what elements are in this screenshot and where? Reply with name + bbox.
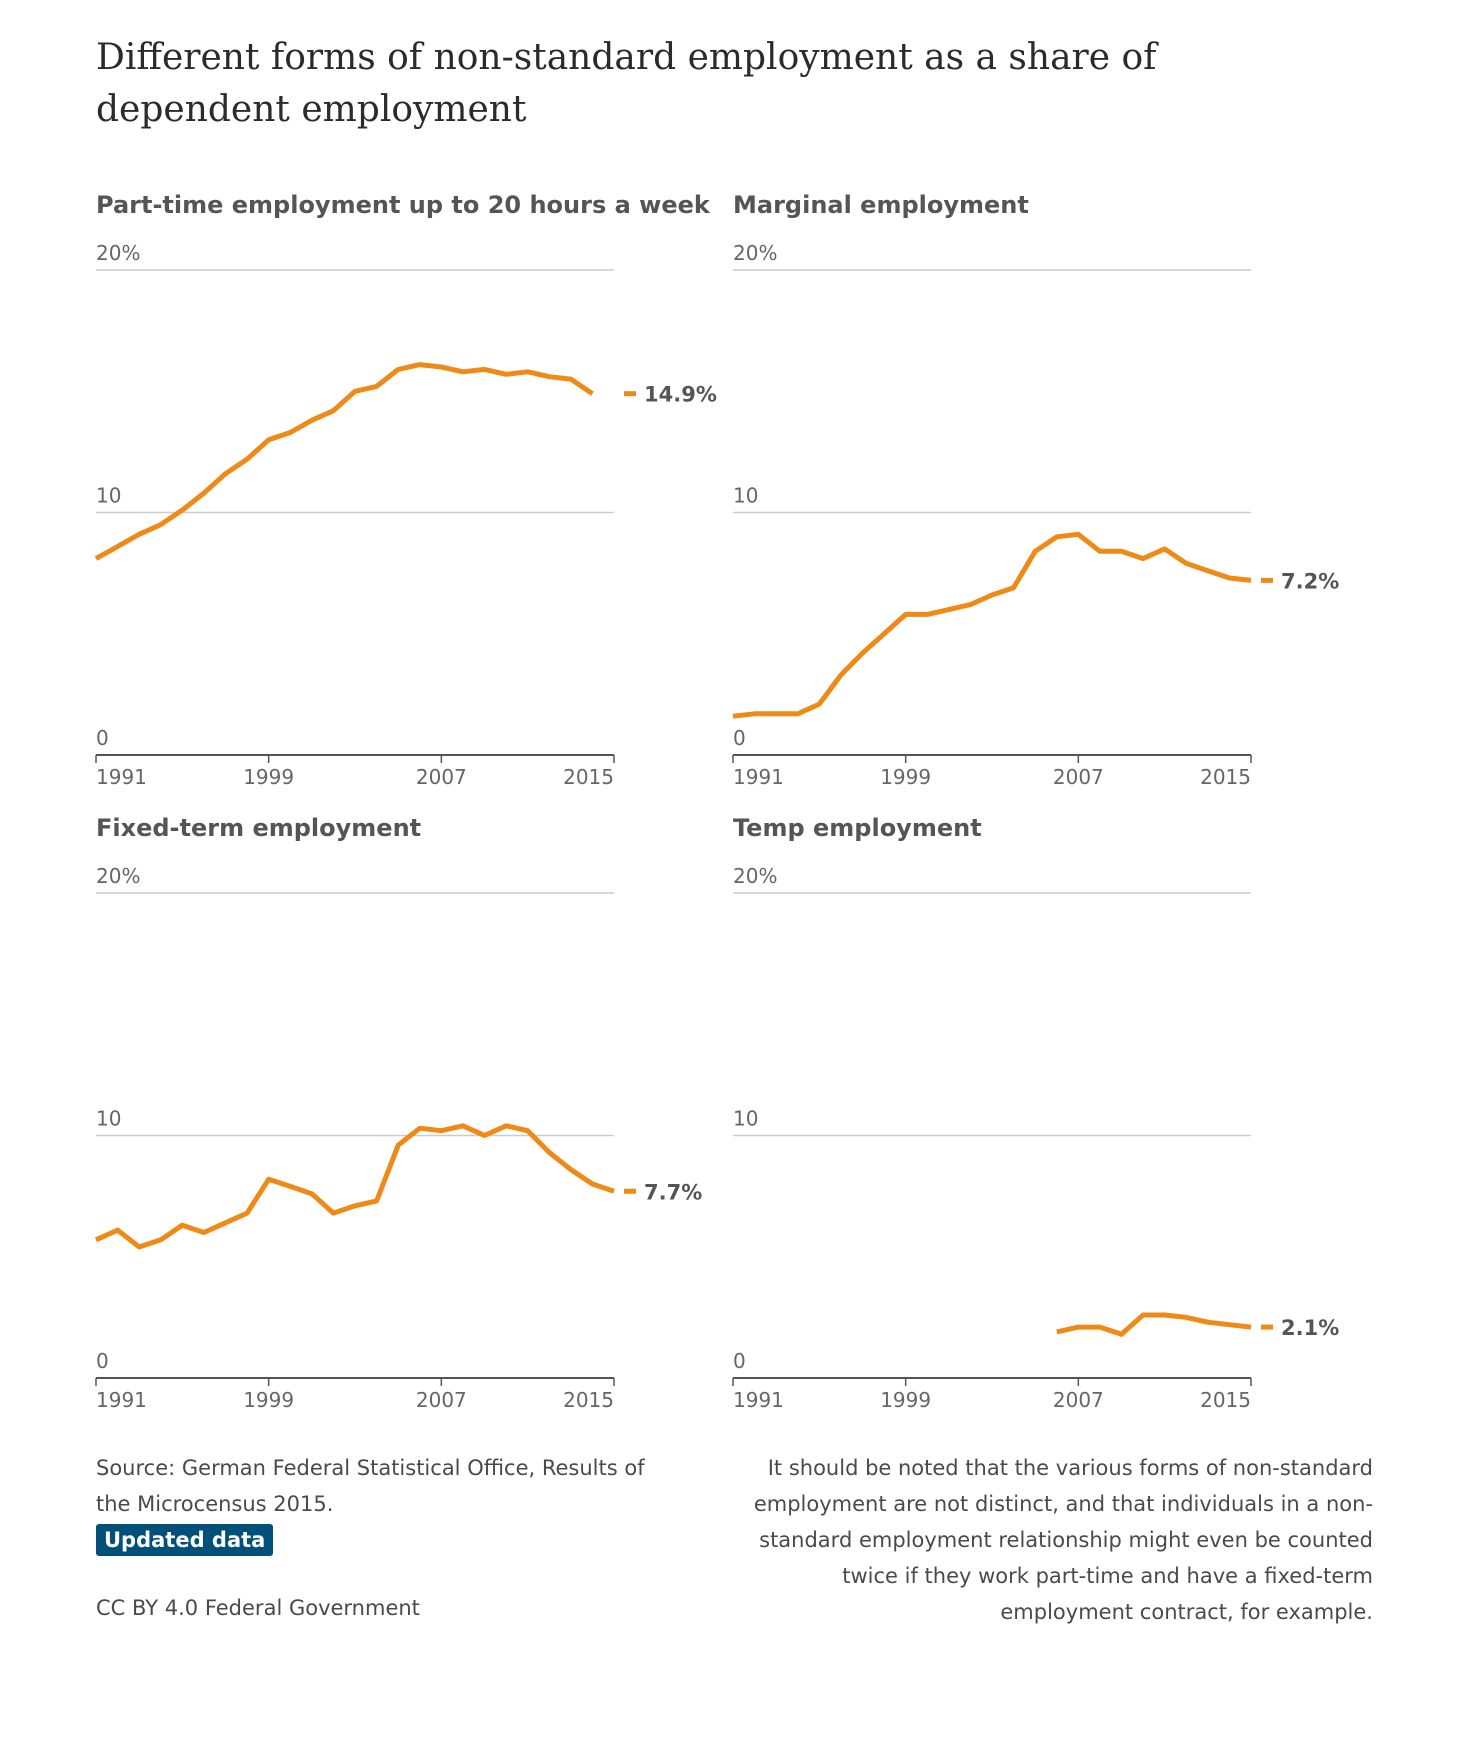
source-text: Source: German Federal Statistical Offic…	[96, 1456, 645, 1516]
y-tick-label: 10	[96, 484, 121, 508]
x-tick-label: 1991	[96, 765, 147, 789]
y-tick-label: 10	[96, 1107, 121, 1131]
series-line	[732, 531, 1252, 719]
chart-title: Fixed-term employment	[96, 814, 421, 842]
x-tick-label: 2015	[1200, 765, 1251, 789]
license-text: CC BY 4.0 Federal Government	[96, 1596, 420, 1620]
x-tick-label: 1991	[96, 1388, 147, 1412]
y-tick-label: 0	[733, 726, 746, 750]
series-line	[1056, 1312, 1252, 1337]
series-line	[94, 1123, 615, 1250]
y-tick-label: 20%	[96, 241, 140, 265]
chart-title: Part-time employment up to 20 hours a we…	[96, 191, 711, 219]
y-tick-label: 0	[96, 1349, 109, 1373]
x-tick-label: 1999	[243, 765, 294, 789]
y-tick-label: 10	[733, 1107, 758, 1131]
y-tick-label: 20%	[96, 864, 140, 888]
chart-title: Temp employment	[733, 814, 982, 842]
y-tick-label: 20%	[733, 241, 777, 265]
end-value-label: 7.2%	[1281, 569, 1339, 593]
updated-data-badge[interactable]: Updated data	[96, 1524, 274, 1556]
y-tick-label: 10	[733, 484, 758, 508]
x-tick-label: 2007	[416, 765, 467, 789]
x-tick-label: 1999	[880, 765, 931, 789]
series-line	[94, 362, 594, 561]
y-tick-label: 0	[96, 726, 109, 750]
y-tick-label: 20%	[733, 864, 777, 888]
source-block: Source: German Federal Statistical Offic…	[96, 1450, 676, 1558]
x-tick-label: 1991	[733, 1388, 784, 1412]
x-tick-label: 2015	[1200, 1388, 1251, 1412]
page-title: Different forms of non-standard employme…	[96, 37, 1157, 130]
x-tick-label: 1991	[733, 765, 784, 789]
end-value-label: 7.7%	[644, 1180, 702, 1204]
x-tick-label: 1999	[880, 1388, 931, 1412]
chart-title: Marginal employment	[733, 191, 1029, 219]
footnote-text: It should be noted that the various form…	[753, 1456, 1373, 1624]
x-tick-label: 2007	[1053, 765, 1104, 789]
x-tick-label: 2007	[416, 1388, 467, 1412]
x-tick-label: 2015	[563, 1388, 614, 1412]
end-value-label: 2.1%	[1281, 1316, 1339, 1340]
x-tick-label: 2015	[563, 765, 614, 789]
end-value-label: 14.9%	[644, 383, 717, 407]
y-tick-label: 0	[733, 1349, 746, 1373]
x-tick-label: 1999	[243, 1388, 294, 1412]
x-tick-label: 2007	[1053, 1388, 1104, 1412]
